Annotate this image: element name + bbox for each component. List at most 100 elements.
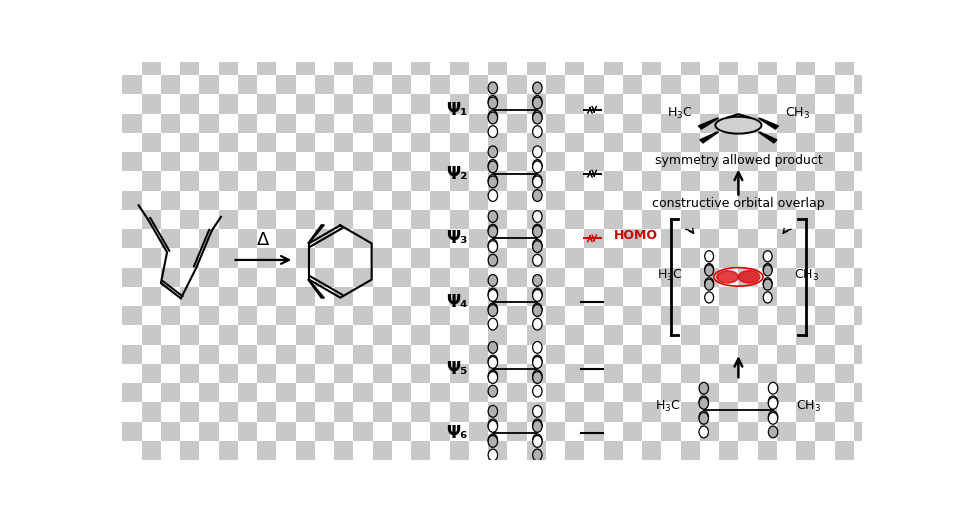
Bar (757, 171, 777, 191)
Bar (123, 191, 142, 210)
Bar (296, 287, 315, 306)
Bar (180, 171, 200, 191)
Bar (315, 114, 334, 133)
Ellipse shape (488, 146, 497, 158)
Bar (161, 191, 180, 210)
Bar (527, 171, 546, 191)
Bar (623, 345, 642, 364)
Bar (334, 402, 353, 422)
Bar (719, 56, 738, 75)
Bar (874, 402, 893, 422)
Bar (353, 345, 372, 364)
Bar (834, 441, 853, 460)
Ellipse shape (533, 190, 542, 202)
Bar (681, 95, 700, 114)
Bar (334, 56, 353, 75)
Bar (430, 114, 449, 133)
Ellipse shape (533, 96, 542, 108)
Bar (642, 248, 661, 268)
Bar (142, 248, 161, 268)
Bar (488, 133, 508, 152)
Bar (276, 152, 296, 171)
Bar (449, 95, 468, 114)
Bar (834, 171, 853, 191)
Bar (315, 306, 334, 325)
Bar (123, 37, 142, 56)
Bar (508, 422, 527, 441)
Bar (449, 171, 468, 191)
Ellipse shape (533, 318, 542, 330)
Bar (796, 287, 815, 306)
Bar (661, 383, 681, 402)
Bar (661, 37, 681, 56)
Bar (738, 268, 757, 287)
Bar (565, 133, 585, 152)
Ellipse shape (488, 210, 497, 222)
Bar (315, 75, 334, 95)
Bar (315, 152, 334, 171)
Ellipse shape (533, 370, 542, 382)
Bar (796, 56, 815, 75)
Bar (180, 364, 200, 383)
Ellipse shape (488, 111, 497, 123)
Bar (449, 287, 468, 306)
Bar (681, 441, 700, 460)
Bar (719, 364, 738, 383)
Bar (142, 402, 161, 422)
Bar (796, 171, 815, 191)
Ellipse shape (488, 303, 497, 315)
Bar (796, 210, 815, 229)
Ellipse shape (699, 426, 708, 438)
Ellipse shape (533, 449, 542, 461)
Bar (815, 37, 834, 56)
Bar (874, 95, 893, 114)
Bar (661, 152, 681, 171)
Ellipse shape (533, 372, 542, 384)
Ellipse shape (533, 241, 542, 252)
Bar (372, 95, 392, 114)
Bar (757, 210, 777, 229)
Bar (585, 422, 604, 441)
Bar (585, 345, 604, 364)
Bar (853, 191, 874, 210)
Bar (276, 268, 296, 287)
Bar (681, 171, 700, 191)
Bar (276, 345, 296, 364)
Bar (257, 402, 276, 422)
Bar (585, 75, 604, 95)
Bar (257, 325, 276, 345)
Bar (276, 191, 296, 210)
Ellipse shape (533, 303, 542, 315)
Bar (411, 95, 430, 114)
Bar (719, 402, 738, 422)
Bar (123, 306, 142, 325)
Bar (700, 152, 719, 171)
Bar (488, 402, 508, 422)
Ellipse shape (488, 275, 497, 286)
Ellipse shape (488, 419, 497, 431)
Ellipse shape (533, 226, 542, 237)
Bar (874, 364, 893, 383)
Bar (642, 171, 661, 191)
Ellipse shape (699, 411, 708, 423)
Bar (604, 248, 623, 268)
Bar (815, 422, 834, 441)
Text: Ψ₅: Ψ₅ (446, 360, 468, 378)
Bar (642, 133, 661, 152)
Bar (276, 75, 296, 95)
Bar (200, 75, 219, 95)
Bar (546, 152, 565, 171)
Bar (334, 441, 353, 460)
Bar (834, 133, 853, 152)
Bar (874, 56, 893, 75)
Bar (585, 37, 604, 56)
Bar (449, 210, 468, 229)
Bar (449, 56, 468, 75)
Bar (276, 306, 296, 325)
Ellipse shape (533, 305, 542, 316)
Bar (777, 75, 796, 95)
Bar (700, 114, 719, 133)
Bar (834, 287, 853, 306)
Bar (585, 229, 604, 248)
Ellipse shape (699, 396, 708, 408)
